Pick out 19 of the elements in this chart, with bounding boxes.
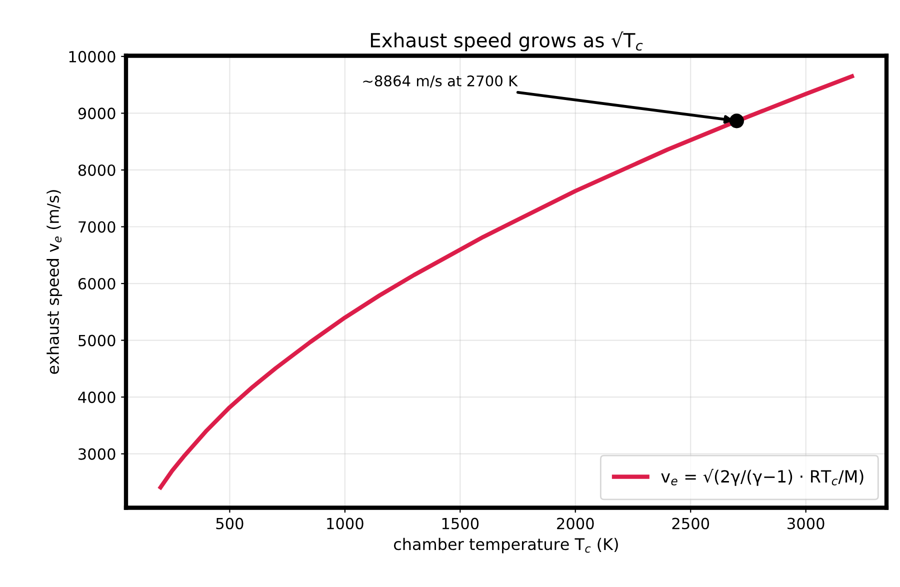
x-tick-label: 2000 (557, 518, 594, 530)
annotation: ~8864 m/s at 2700 K (363, 75, 518, 88)
y-tick-label: 4000 (78, 392, 116, 404)
y-tick-label: 3000 (78, 448, 116, 460)
legend-label: v$_{e}$ = √(2γ/(γ−1) · RT$_{c}$/M) (661, 468, 864, 486)
x-axis-title: chamber temperature T$_{c}$ (K) (394, 538, 618, 554)
x-tick-label: 1500 (442, 518, 479, 530)
chart-title: Exhaust speed grows as √T$_{c}$ (370, 31, 643, 52)
x-tick-label: 1000 (327, 518, 364, 530)
y-tick-label: 5000 (78, 334, 116, 346)
x-tick-label: 2500 (672, 518, 710, 530)
x-tick-label: 3000 (788, 518, 824, 530)
y-tick-label: 9000 (78, 108, 116, 120)
y-tick-label: 7000 (78, 221, 116, 233)
y-tick-label: 6000 (78, 278, 116, 290)
x-tick-label: 500 (216, 518, 244, 530)
y-axis-title: exhaust speed v$_{e}$ (m/s) (46, 190, 62, 374)
y-tick-label: 8000 (78, 164, 116, 176)
y-tick-label: 10000 (69, 50, 116, 62)
